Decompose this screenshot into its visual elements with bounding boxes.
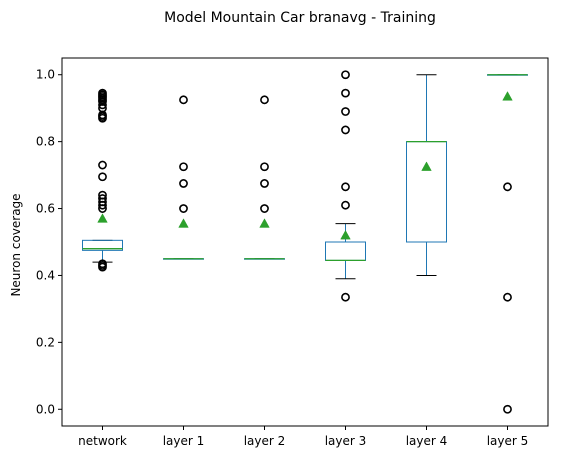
mean-marker: [421, 161, 432, 171]
y-tick-label: 0.6: [36, 202, 55, 216]
iqr-box: [325, 241, 366, 261]
plot-area: 0.0 0.2 0.4 0.6 0.8 1.0 network layer 1 layer 2 l…: [36, 57, 549, 448]
mean-marker: [97, 213, 108, 223]
outlier-point: [98, 259, 107, 269]
outlier-point: [260, 204, 269, 213]
mean-marker: [178, 218, 189, 228]
x-tick-label: layer 1: [163, 434, 205, 448]
outlier-point: [341, 292, 350, 302]
y-tick-label: 0.0: [36, 402, 55, 416]
outlier-point: [503, 292, 512, 302]
x-tick-label: network: [78, 434, 127, 448]
outlier-point: [260, 162, 269, 172]
outlier-point: [98, 190, 107, 200]
outlier-point: [341, 125, 350, 135]
outlier-point: [503, 404, 512, 414]
iqr-box: [82, 239, 123, 251]
y-tick-label: 0.8: [36, 135, 55, 149]
y-tick-label: 0.2: [36, 335, 55, 349]
chart-title: Model Mountain Car branavg - Training: [164, 10, 436, 26]
outlier-point: [503, 182, 512, 192]
outlier-point: [98, 194, 107, 203]
y-axis-label: Neuron coverage: [9, 193, 23, 296]
outlier-point: [179, 95, 188, 105]
outlier-point: [341, 182, 350, 192]
outlier-point: [98, 172, 107, 182]
y-tick-label: 0.4: [36, 268, 55, 282]
x-tick-label: layer 2: [244, 434, 286, 448]
outlier-point: [98, 160, 107, 170]
outlier-point: [341, 70, 350, 80]
iqr-box: [406, 141, 447, 243]
outlier-point: [179, 204, 188, 213]
x-tick-label: layer 5: [487, 434, 529, 448]
outlier-point: [98, 88, 107, 98]
outlier-point: [179, 179, 188, 188]
outlier-point: [341, 107, 350, 116]
plot-frame: [61, 57, 549, 427]
y-tick-label: 1.0: [36, 68, 55, 82]
outlier-point: [260, 95, 269, 105]
x-tick-label: layer 3: [325, 434, 367, 448]
outlier-point: [341, 88, 350, 98]
mean-marker: [340, 229, 351, 240]
outlier-point: [341, 200, 350, 210]
outlier-point: [179, 162, 188, 172]
mean-marker: [259, 218, 270, 228]
mean-marker: [502, 91, 513, 101]
x-tick-label: layer 4: [406, 434, 448, 448]
outlier-point: [260, 179, 269, 188]
